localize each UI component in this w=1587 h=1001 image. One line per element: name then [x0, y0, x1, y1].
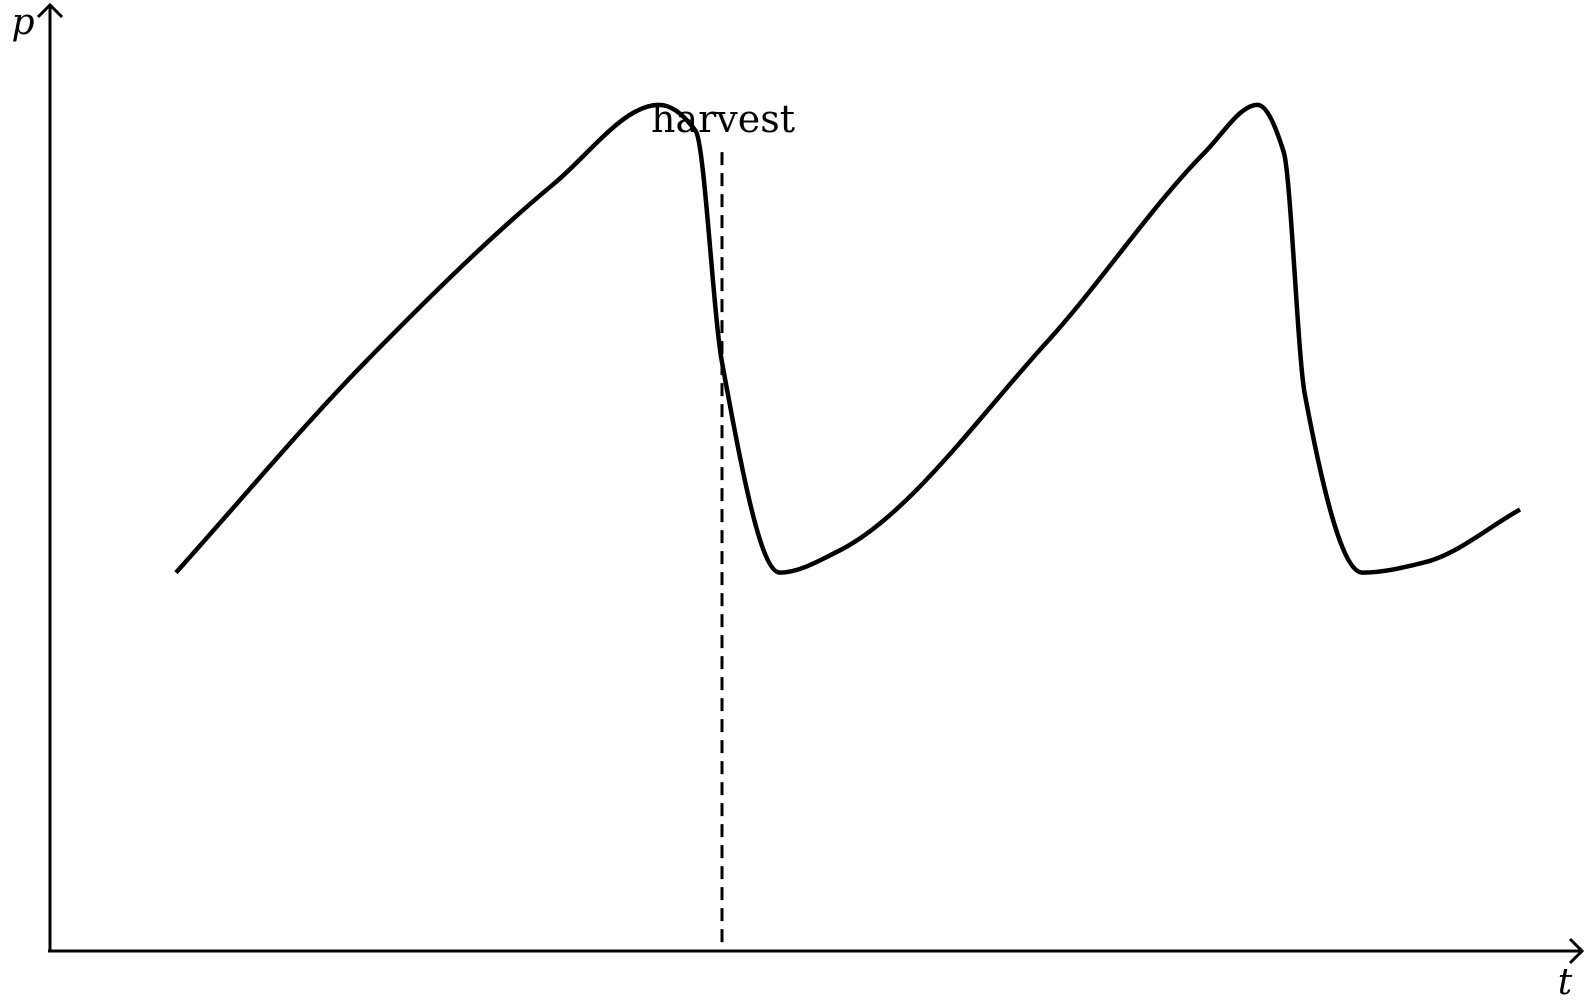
x-axis: t: [48, 937, 1585, 1001]
x-axis-arrowhead: [1568, 937, 1585, 965]
y-axis-arrowhead: [36, 2, 64, 19]
harvest-marker: harvest: [651, 97, 795, 951]
y-axis: p: [11, 2, 64, 952]
series-group: [174, 102, 1522, 575]
y-axis-label: p: [11, 2, 34, 43]
harvest-label: harvest: [651, 97, 795, 141]
series-line-1: [174, 102, 1522, 575]
x-axis-label: t: [1558, 962, 1573, 1001]
